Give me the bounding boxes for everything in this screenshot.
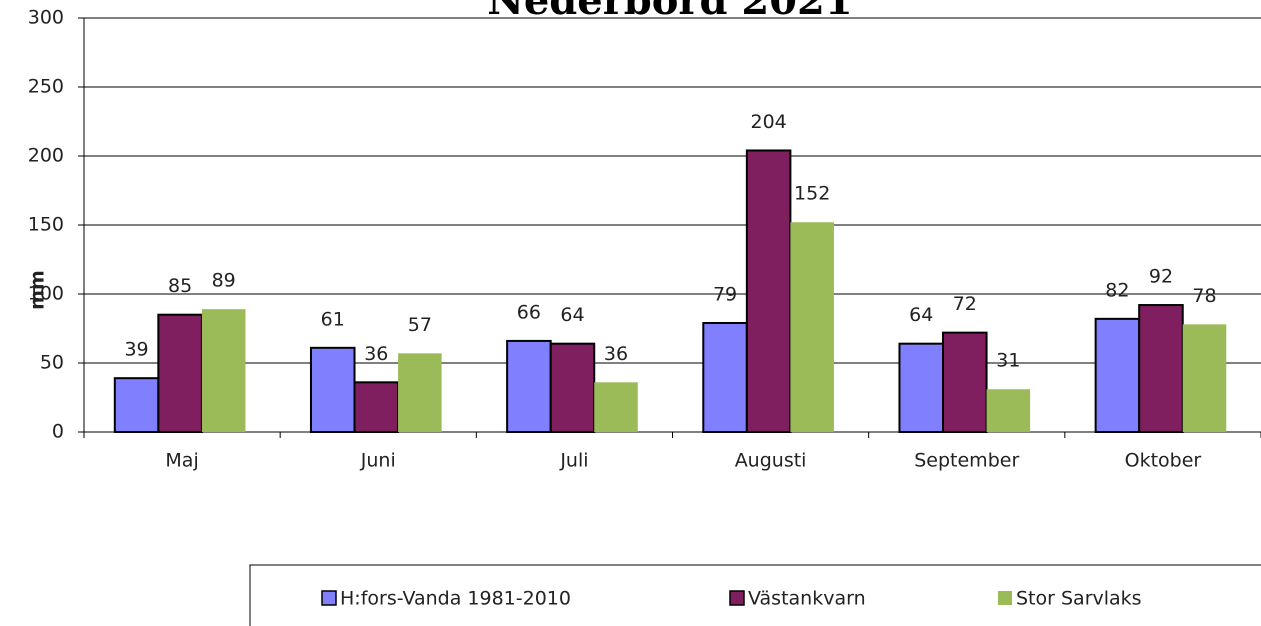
bar bbox=[506, 339, 552, 434]
value-label: 61 bbox=[321, 308, 345, 330]
y-tick-label: 150 bbox=[28, 214, 64, 236]
bar bbox=[1138, 304, 1184, 434]
value-label: 204 bbox=[750, 111, 786, 133]
bar bbox=[942, 331, 988, 434]
bar bbox=[745, 149, 792, 433]
value-label: 89 bbox=[212, 270, 236, 292]
y-tick-label: 50 bbox=[40, 352, 64, 374]
bar bbox=[549, 342, 596, 433]
y-tick-label: 200 bbox=[28, 145, 64, 167]
x-tick-label: Juli bbox=[559, 450, 588, 472]
value-label: 64 bbox=[560, 304, 584, 326]
bar bbox=[1182, 324, 1227, 432]
bar bbox=[1094, 317, 1141, 433]
legend-swatch bbox=[729, 590, 745, 606]
value-label: 57 bbox=[408, 314, 432, 336]
value-label: 82 bbox=[1105, 279, 1129, 301]
value-label: 72 bbox=[953, 293, 977, 315]
y-tick-label: 250 bbox=[28, 76, 64, 98]
value-label: 31 bbox=[996, 350, 1020, 372]
y-tick-label: 0 bbox=[52, 421, 64, 443]
bar bbox=[702, 321, 748, 434]
value-label: 78 bbox=[1192, 285, 1216, 307]
bar bbox=[157, 313, 203, 434]
bar bbox=[398, 353, 442, 432]
y-axis-label: mm bbox=[27, 270, 49, 310]
legend-label: Stor Sarvlaks bbox=[1016, 588, 1142, 610]
x-tick-label: September bbox=[914, 450, 1019, 472]
x-tick-label: Juni bbox=[360, 450, 396, 472]
bar bbox=[790, 222, 834, 432]
bar bbox=[309, 346, 356, 434]
value-label: 39 bbox=[124, 339, 148, 361]
value-label: 85 bbox=[168, 275, 192, 297]
value-label: 92 bbox=[1149, 266, 1173, 288]
value-label: 152 bbox=[794, 183, 830, 205]
value-label: 66 bbox=[517, 301, 541, 323]
x-tick-label: Oktober bbox=[1125, 450, 1202, 472]
bar bbox=[898, 342, 945, 433]
chart-title: Nederbörd 2021 bbox=[487, 0, 852, 24]
y-tick-label: 300 bbox=[28, 7, 64, 29]
bar bbox=[353, 381, 400, 434]
bar bbox=[594, 382, 638, 432]
value-label: 36 bbox=[364, 343, 388, 365]
legend-swatch bbox=[998, 591, 1012, 605]
value-label: 79 bbox=[713, 283, 737, 305]
legend-label: Västankvarn bbox=[748, 588, 866, 610]
legend-label: H:fors-Vanda 1981-2010 bbox=[340, 588, 571, 610]
value-label: 64 bbox=[909, 304, 933, 326]
legend-swatch bbox=[321, 590, 337, 606]
y-tick-label: 100 bbox=[28, 283, 64, 305]
x-tick-label: Maj bbox=[165, 450, 198, 472]
bar bbox=[113, 377, 160, 433]
legend-box bbox=[249, 564, 1261, 626]
value-label: 36 bbox=[604, 343, 628, 365]
bar bbox=[986, 389, 1031, 432]
bar bbox=[201, 309, 246, 432]
x-tick-label: Augusti bbox=[735, 450, 807, 472]
